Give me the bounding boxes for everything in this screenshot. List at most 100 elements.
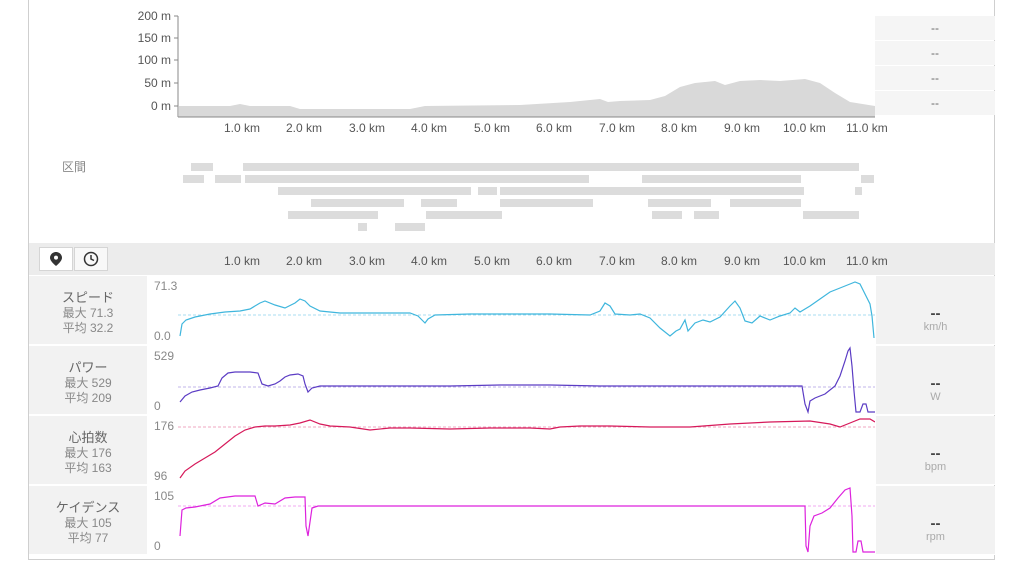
metric-value: --	[930, 375, 941, 392]
metric-max: 最大 529	[64, 376, 112, 390]
y-max-label: 105	[154, 489, 175, 503]
x-tick-label: 3.0 km	[349, 254, 386, 268]
segment-bar[interactable]	[215, 175, 241, 183]
cadence-panel-value: -- rpm	[876, 486, 995, 555]
y-tick-label: 50 m	[144, 76, 171, 90]
segment-bar[interactable]	[694, 211, 719, 219]
segment-bar[interactable]	[855, 187, 862, 195]
metric-unit: W	[930, 391, 941, 403]
segment-bar[interactable]	[395, 223, 425, 231]
map-pin-icon	[50, 252, 62, 266]
segment-bar[interactable]	[311, 199, 404, 207]
segment-bar[interactable]	[642, 175, 801, 183]
x-tick-label: 2.0 km	[286, 121, 323, 135]
metric-unit: rpm	[926, 531, 945, 543]
heart-rate-panel-value: -- bpm	[876, 416, 995, 485]
x-tick-label: 8.0 km	[661, 254, 698, 268]
x-tick-label: 10.0 km	[783, 254, 826, 268]
metric-name: パワー	[68, 360, 108, 375]
x-tick-label: 4.0 km	[411, 254, 448, 268]
metric-max: 最大 176	[64, 446, 112, 460]
x-tick-label: 7.0 km	[599, 121, 636, 135]
metric-name: スピード	[61, 290, 114, 305]
y-min-label: 96	[154, 469, 168, 483]
heart-rate-line	[179, 418, 875, 479]
y-min-label: 0	[154, 399, 161, 413]
x-tick-label: 11.0 km	[846, 121, 888, 135]
metric-value: --	[930, 305, 941, 322]
elevation-plot	[174, 15, 875, 118]
segments-label: 区間	[62, 160, 87, 174]
segment-bar[interactable]	[245, 175, 589, 183]
metric-name: ケイデンス	[55, 500, 121, 515]
y-max-label: 176	[154, 419, 175, 433]
elevation-value-cell: --	[875, 16, 995, 40]
x-tick-label: 10.0 km	[783, 121, 826, 135]
distance-mode-button[interactable]	[39, 247, 73, 271]
x-tick-label: 8.0 km	[661, 121, 698, 135]
y-tick-label: 0 m	[150, 99, 171, 113]
x-tick-label: 11.0 km	[846, 254, 888, 268]
speed-line	[179, 281, 875, 339]
speed-panel-value: -- km/h	[876, 276, 995, 345]
segment-bar[interactable]	[652, 211, 682, 219]
y-max-label: 529	[154, 349, 175, 363]
segment-bar[interactable]	[648, 199, 711, 207]
segment-bar[interactable]	[288, 211, 378, 219]
clock-icon	[83, 251, 99, 267]
cadence-chart: 105 0	[150, 486, 875, 554]
segment-bar[interactable]	[730, 199, 801, 207]
speed-chart: 71.3 0.0	[150, 276, 875, 344]
power-panel-label: パワー 最大 529 平均 209	[29, 346, 147, 415]
speed-panel-label: スピード 最大 71.3 平均 32.2	[29, 276, 147, 345]
metric-name: 心拍数	[68, 430, 108, 445]
elevation-value-cell: --	[875, 41, 995, 65]
elevation-value-cell: --	[875, 66, 995, 90]
segment-bar[interactable]	[478, 187, 497, 195]
metric-unit: km/h	[923, 321, 948, 333]
x-tick-label: 3.0 km	[349, 121, 386, 135]
segment-bar[interactable]	[358, 223, 367, 231]
cadence-line	[179, 487, 875, 553]
x-tick-label: 5.0 km	[474, 121, 511, 135]
segment-bar[interactable]	[421, 199, 457, 207]
segment-bar[interactable]	[191, 163, 213, 171]
x-tick-label: 1.0 km	[224, 254, 261, 268]
metric-value: --	[930, 515, 941, 532]
segment-bar[interactable]	[500, 187, 804, 195]
power-chart: 529 0	[150, 346, 875, 414]
segment-bar[interactable]	[861, 175, 874, 183]
x-tick-label: 9.0 km	[724, 254, 761, 268]
segment-bar[interactable]	[278, 187, 471, 195]
segment-bar[interactable]	[803, 211, 859, 219]
segment-bar[interactable]	[426, 211, 502, 219]
x-tick-label: 1.0 km	[224, 121, 261, 135]
x-tick-label: 2.0 km	[286, 254, 323, 268]
chart-toolbar	[29, 243, 995, 275]
y-tick-label: 150 m	[137, 31, 171, 45]
y-tick-label: 200 m	[137, 9, 171, 23]
time-mode-button[interactable]	[74, 247, 108, 271]
segment-bar[interactable]	[183, 175, 204, 183]
cadence-panel-label: ケイデンス 最大 105 平均 77	[29, 486, 147, 555]
metric-avg: 平均 209	[64, 391, 112, 405]
x-tick-label: 6.0 km	[536, 254, 573, 268]
metric-value: --	[930, 445, 941, 462]
metric-max: 最大 71.3	[62, 306, 114, 320]
y-min-label: 0.0	[154, 329, 171, 343]
heart-rate-chart: 176 96	[150, 416, 875, 484]
heart-rate-panel-label: 心拍数 最大 176 平均 163	[29, 416, 147, 485]
elevation-value-cell: --	[875, 91, 995, 115]
x-tick-label: 6.0 km	[536, 121, 573, 135]
metric-max: 最大 105	[64, 516, 112, 530]
metric-unit: bpm	[924, 461, 947, 473]
segment-bar[interactable]	[500, 199, 593, 207]
x-tick-label: 4.0 km	[411, 121, 448, 135]
metric-avg: 平均 163	[64, 461, 112, 475]
metric-avg: 平均 77	[67, 531, 109, 545]
power-panel-value: -- W	[876, 346, 995, 415]
y-tick-label: 100 m	[137, 53, 171, 67]
segment-bar[interactable]	[243, 163, 859, 171]
power-line	[179, 346, 875, 414]
x-tick-label: 5.0 km	[474, 254, 511, 268]
